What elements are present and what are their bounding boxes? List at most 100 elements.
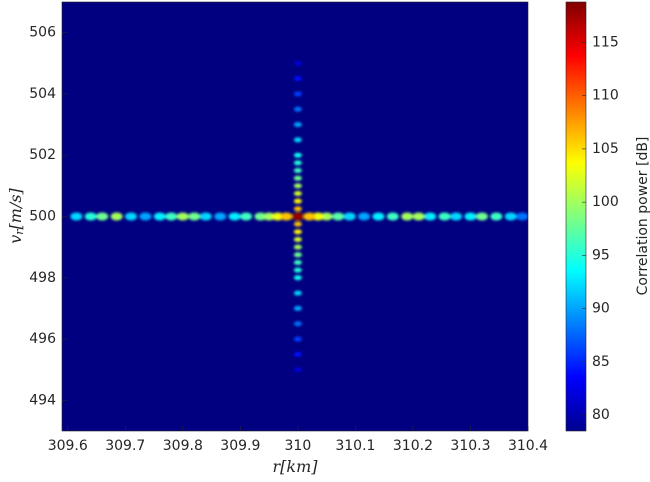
heat-cell xyxy=(293,267,302,273)
x-tick-label: 310.3 xyxy=(450,438,490,454)
heat-cell xyxy=(188,212,201,221)
heat-cell xyxy=(490,212,503,221)
colorbar-tick-label: 90 xyxy=(592,301,610,317)
heat-cell xyxy=(293,183,302,189)
heat-cell xyxy=(293,152,302,158)
heat-cell xyxy=(165,212,178,221)
colorbar-tick-label: 80 xyxy=(592,407,610,423)
heat-cell xyxy=(293,106,302,112)
colorbar-label: Correlation power [dB] xyxy=(635,137,650,296)
heat-cell xyxy=(293,160,302,166)
heat-cell xyxy=(424,212,437,221)
x-tick-label: 310 xyxy=(285,438,312,454)
heat-cell xyxy=(293,229,302,235)
heat-cell xyxy=(293,91,302,97)
heat-cell xyxy=(293,259,302,265)
heat-cell xyxy=(254,212,267,221)
heat-cell xyxy=(293,275,302,281)
y-tick-label: 498 xyxy=(29,270,56,286)
heat-cell xyxy=(320,212,333,221)
y-label-unit: [m/s] xyxy=(6,187,25,229)
heat-cell xyxy=(293,321,302,327)
heat-cell xyxy=(293,206,302,212)
y-tick-label: 504 xyxy=(29,86,56,102)
y-tick-label: 496 xyxy=(29,331,56,347)
y-axis-label: vr[m/s] xyxy=(6,187,27,243)
colorbar-tick-label: 95 xyxy=(592,247,610,263)
heat-cell xyxy=(199,212,212,221)
heat-cell xyxy=(139,212,152,221)
heat-cell xyxy=(504,212,517,221)
heat-cell xyxy=(412,212,425,221)
heat-cell xyxy=(214,212,227,221)
y-label-var: v xyxy=(6,235,25,244)
heat-cell xyxy=(293,367,302,373)
y-tick-label: 494 xyxy=(29,392,56,408)
heat-cell xyxy=(293,221,302,227)
heat-cell xyxy=(464,212,477,221)
y-tick-label: 500 xyxy=(29,209,56,225)
y-tick-label: 502 xyxy=(29,147,56,163)
heat-cell xyxy=(475,212,488,221)
heat-cell xyxy=(293,60,302,66)
x-tick-label: 310.2 xyxy=(393,438,433,454)
x-tick-label: 309.9 xyxy=(220,438,260,454)
x-tick-label: 310.1 xyxy=(335,438,375,454)
colorbar-tick-label: 105 xyxy=(592,141,619,157)
y-label-sub: r xyxy=(13,229,26,235)
colorbar xyxy=(565,1,587,432)
heat-cell xyxy=(280,212,293,221)
x-axis-label: r[km] xyxy=(272,457,318,476)
colorbar-tick-label: 85 xyxy=(592,354,610,370)
heat-cell xyxy=(372,212,385,221)
heat-cell xyxy=(303,212,316,221)
heat-cell xyxy=(293,252,302,258)
heat-cell xyxy=(271,212,284,221)
heat-cell xyxy=(293,236,302,242)
heat-cell xyxy=(263,212,276,221)
heat-cell xyxy=(312,212,325,221)
heat-cell xyxy=(293,305,302,311)
y-tick-label: 506 xyxy=(29,25,56,41)
heat-cell xyxy=(293,198,302,204)
heat-cell xyxy=(293,191,302,197)
heat-cell xyxy=(293,244,302,250)
heat-cell xyxy=(110,212,123,221)
heat-cell xyxy=(386,212,399,221)
heat-cell xyxy=(293,290,302,296)
heat-cell xyxy=(293,168,302,174)
heat-cell xyxy=(84,212,97,221)
heat-cell xyxy=(291,212,304,221)
heatmap xyxy=(70,60,528,373)
colorbar-tick-label: 100 xyxy=(592,194,619,210)
x-label-var: r xyxy=(272,457,281,476)
heat-cell xyxy=(153,212,166,221)
colorbar-tick-label: 110 xyxy=(592,88,619,104)
x-tick-label: 309.6 xyxy=(48,438,88,454)
heat-cell xyxy=(293,137,302,143)
heat-cell xyxy=(125,212,138,221)
heat-cell xyxy=(450,212,463,221)
heat-cell xyxy=(358,212,371,221)
heat-cell xyxy=(401,212,414,221)
heat-cell xyxy=(293,351,302,357)
x-tick-label: 310.4 xyxy=(508,438,548,454)
heat-cell xyxy=(240,212,253,221)
heat-cell xyxy=(293,336,302,342)
heat-cell xyxy=(96,212,109,221)
heat-cell xyxy=(438,212,451,221)
heat-cell xyxy=(343,212,356,221)
heat-cell xyxy=(516,212,528,221)
heat-cell xyxy=(293,122,302,128)
x-label-unit: [km] xyxy=(280,457,318,476)
heat-cell xyxy=(332,212,345,221)
x-tick-label: 309.7 xyxy=(105,438,145,454)
heat-cell xyxy=(70,212,83,221)
heat-cell xyxy=(293,175,302,181)
x-tick-label: 309.8 xyxy=(163,438,203,454)
heat-cell xyxy=(176,212,189,221)
heat-cell xyxy=(228,212,241,221)
heat-cell xyxy=(293,76,302,82)
